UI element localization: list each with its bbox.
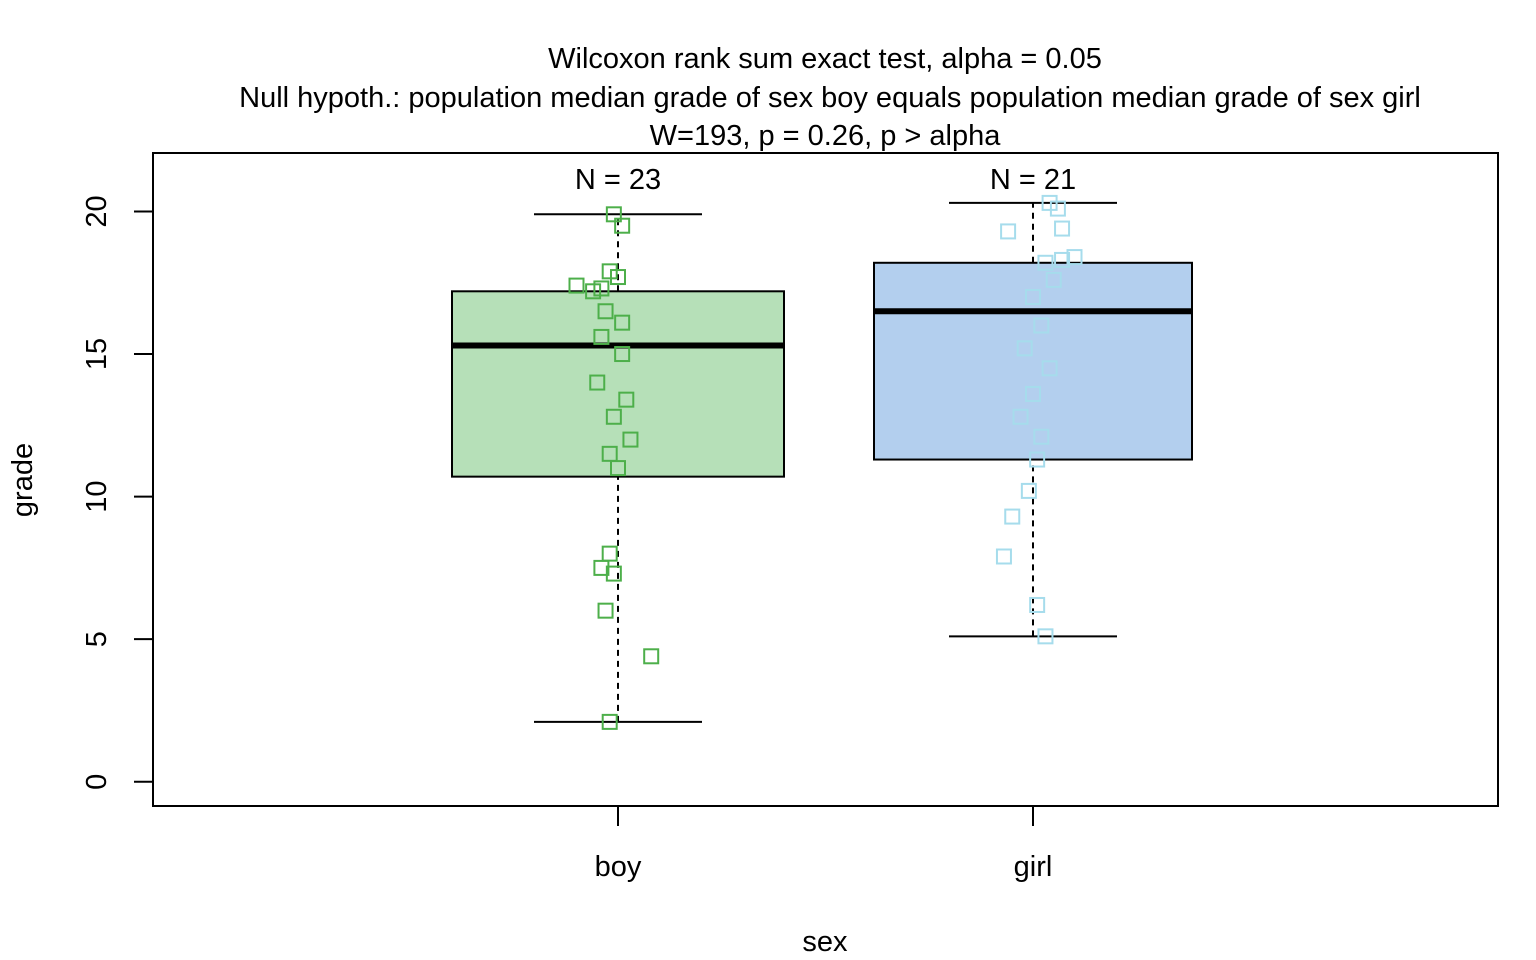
girl-point-6 (1029, 451, 1046, 468)
girl-point-8 (1041, 194, 1058, 211)
boy-point-1 (601, 713, 618, 730)
girl-point-12 (1054, 251, 1071, 268)
boy-point-18 (605, 408, 622, 425)
boy-point-21 (610, 460, 626, 477)
title-line-3: W=193, p = 0.26, p > alpha (650, 120, 1002, 152)
boy-point-3 (597, 602, 614, 619)
girl-point-20 (1033, 428, 1050, 445)
boy-point-15 (614, 346, 631, 363)
x-tick-label-girl: girl (1014, 851, 1053, 883)
boxes-layer (451, 201, 1193, 723)
boy-point-4 (593, 559, 610, 576)
boy-point-22 (614, 314, 631, 331)
x-axis: boy girl (595, 806, 1053, 883)
girl-point-21 (1045, 271, 1062, 288)
girl-point-14 (1025, 289, 1041, 306)
boy-point-23 (593, 328, 610, 345)
boy-point-8 (585, 283, 602, 300)
girl-point-15 (1033, 317, 1050, 334)
girl-point-2 (1029, 596, 1046, 613)
boy-point-16 (589, 374, 606, 391)
count-label-boy: N = 23 (575, 164, 661, 196)
boy-point-14 (597, 303, 614, 320)
chart-title: Wilcoxon rank sum exact test, alpha = 0.… (239, 43, 1421, 152)
y-axis: 0 5 10 15 20 (81, 195, 153, 790)
boy-point-11 (610, 269, 626, 286)
girl-point-7 (1000, 223, 1017, 240)
girl-point-3 (995, 548, 1012, 565)
title-line-1: Wilcoxon rank sum exact test, alpha = 0.… (548, 43, 1102, 75)
boy-point-10 (601, 263, 618, 280)
girl-point-16 (1016, 340, 1033, 357)
y-tick-label-10: 10 (81, 480, 113, 512)
title-line-2: Null hypoth.: population median grade of… (239, 82, 1421, 114)
girl-point-4 (1004, 508, 1021, 525)
boy-point-13 (614, 217, 631, 234)
girl-point-10 (1054, 220, 1071, 237)
boy-point-7 (568, 277, 585, 294)
y-tick-label-20: 20 (81, 195, 113, 227)
boy-point-19 (622, 431, 639, 448)
boy-box (451, 290, 785, 478)
x-axis-title: sex (802, 926, 848, 958)
plot-frame (152, 152, 1499, 807)
girl-point-11 (1037, 254, 1054, 271)
girl-box (873, 261, 1193, 461)
girl-point-18 (1025, 385, 1041, 402)
boy-point-9 (593, 280, 610, 297)
boy-point-20 (601, 445, 618, 462)
y-tick-label-15: 15 (81, 338, 113, 370)
count-label-girl: N = 21 (990, 164, 1076, 196)
boy-point-6 (605, 565, 622, 582)
girl-point-13 (1066, 249, 1083, 266)
y-axis-title: grade (7, 443, 39, 517)
girl-point-9 (1049, 200, 1066, 217)
points-layer (568, 194, 1083, 730)
girl-point-1 (1037, 628, 1054, 645)
y-tick-label-0: 0 (81, 774, 113, 790)
boy-point-12 (605, 206, 622, 223)
boy-point-5 (601, 545, 618, 562)
girl-point-5 (1020, 482, 1037, 499)
boy-point-2 (643, 648, 660, 665)
girl-point-17 (1041, 360, 1058, 377)
x-tick-label-boy: boy (595, 851, 642, 883)
girl-point-19 (1012, 408, 1029, 425)
boy-point-17 (618, 391, 635, 408)
count-labels: N = 23 N = 21 (575, 164, 1076, 196)
y-tick-label-5: 5 (81, 631, 113, 647)
